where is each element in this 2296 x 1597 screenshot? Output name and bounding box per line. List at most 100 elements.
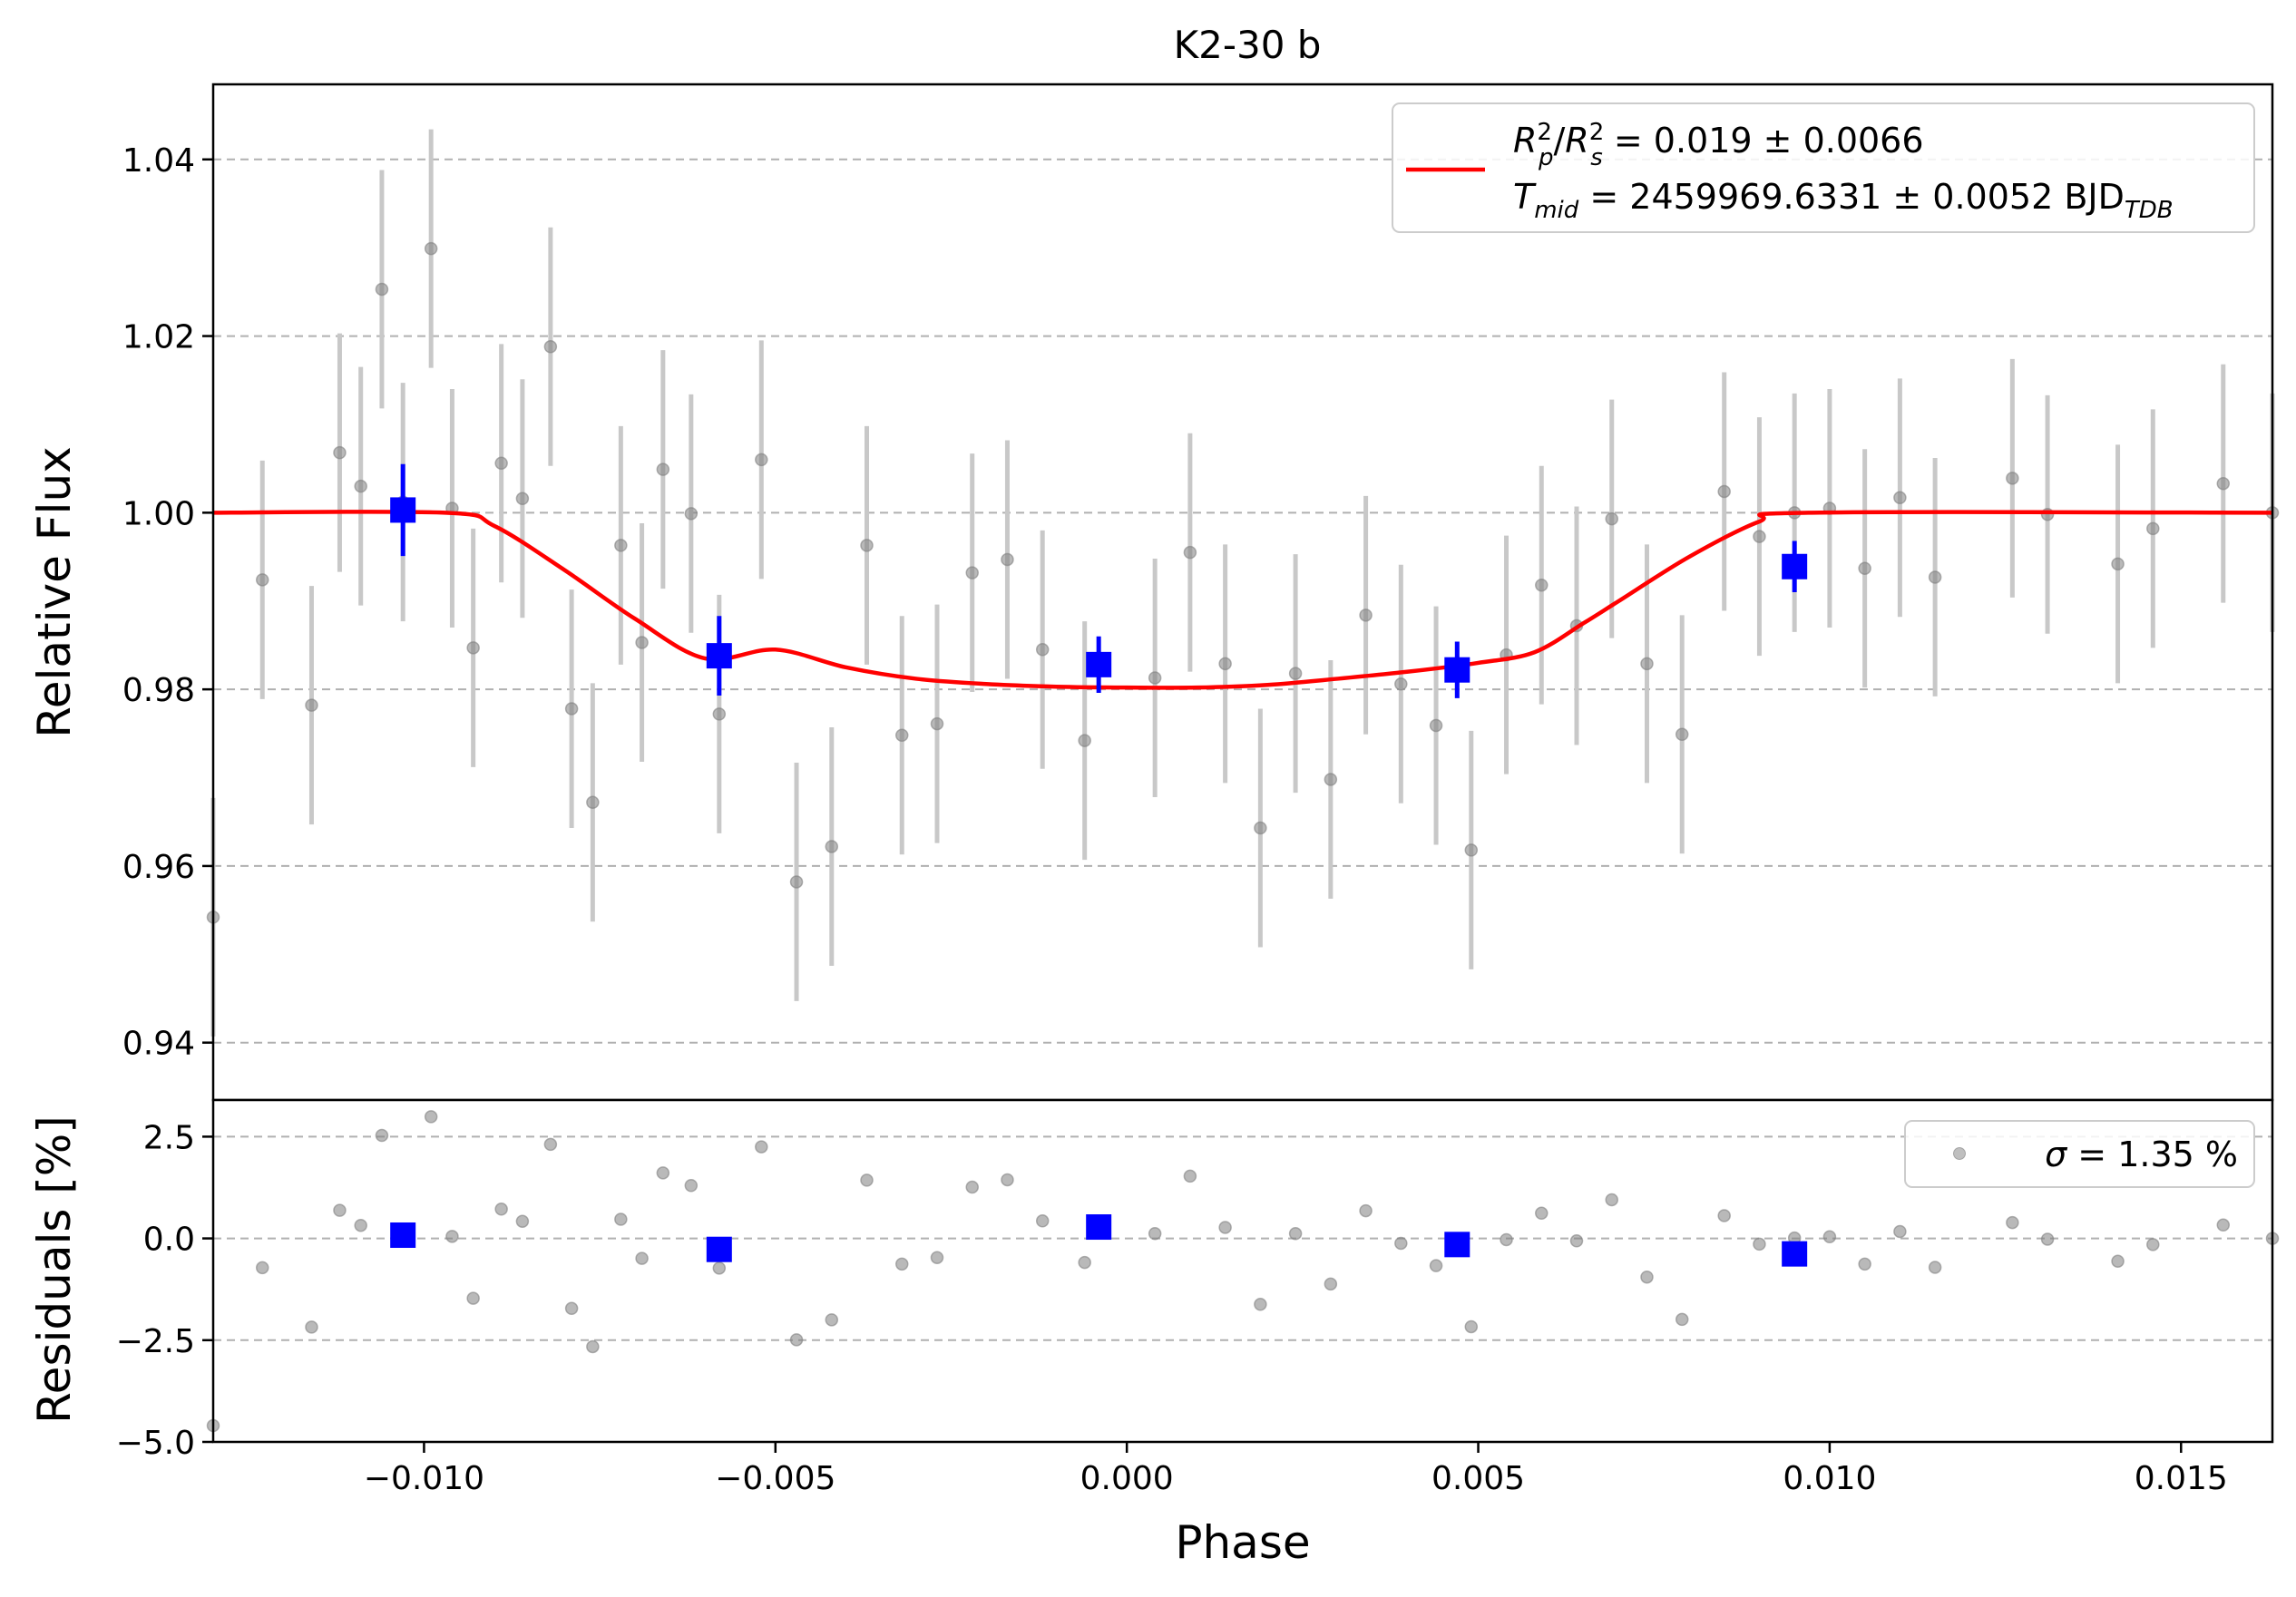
residual-point [586,1339,600,1354]
binned-data-point [1086,651,1112,677]
binned-data-point [390,497,416,523]
residual-point [1394,1236,1408,1251]
residual-point [1035,1214,1050,1228]
residual-point [1858,1257,1871,1271]
raw-data-point [424,241,438,256]
raw-data-point [1753,530,1766,543]
raw-data-point [1394,677,1408,691]
raw-data-point [860,539,874,552]
residuals-y-tick-label: −2.5 [116,1323,195,1360]
legend-depth-text: R2 p/R2 s = 0.019 ± 0.0066 [1513,119,1924,171]
binned-data-point [1444,657,1470,683]
raw-data-point [1535,578,1549,592]
main-y-tick-label: 1.02 [122,319,195,356]
binned-residual-point [706,1236,732,1262]
main-y-tick-label: 0.94 [122,1026,195,1063]
residual-point [2006,1215,2019,1230]
raw-data-point [2006,472,2019,485]
x-axis-label: Phase [1175,1516,1310,1569]
raw-data-point [543,340,558,354]
residual-point [656,1166,670,1180]
x-tick-label: −0.010 [364,1460,484,1497]
residual-point [1640,1270,1654,1284]
residual-point [564,1301,579,1316]
raw-data-point [466,641,480,655]
residuals-y-ticks: −5.0 −2.5 0.0 2.5 [116,1119,213,1462]
residual-point [1822,1230,1837,1244]
raw-data-point [755,453,768,467]
residuals-y-tick-label: 0.0 [143,1222,195,1259]
residuals-legend-box [1904,1120,2255,1188]
residual-point [1893,1224,1907,1239]
binned-residual-point [1444,1232,1470,1258]
residual-point [2111,1254,2125,1268]
transit-model-line [212,510,2273,690]
x-tick-label: 0.005 [1431,1460,1525,1497]
raw-data-point [586,795,600,810]
residual-point [445,1230,459,1243]
raw-data-point [825,840,839,853]
residuals-plot-frame [211,1098,2274,1444]
x-tick-label: 0.010 [1783,1460,1876,1497]
raw-data-point [333,445,347,460]
raw-data-point [789,875,804,889]
raw-data-point [614,539,628,552]
raw-data-point [930,716,944,731]
residual-point [1218,1221,1232,1234]
raw-data-point [564,702,579,716]
residuals-panel: −5.0 −2.5 0.0 2.5 −0.010 −0.005 0.000 0.005 0.0… [28,1098,2280,1569]
binned-residual-point [390,1222,416,1249]
raw-data-point [1035,643,1050,657]
residual-point [354,1218,367,1232]
raw-data-point [894,728,909,743]
residual-point [894,1257,909,1271]
residual-point [305,1320,318,1334]
residual-point [2040,1232,2055,1246]
residual-point [2146,1238,2160,1251]
residual-point [825,1313,839,1327]
x-ticks: −0.010 −0.005 0.000 0.005 0.010 0.015 [364,1442,2228,1497]
raw-data-point [1254,821,1267,835]
raw-data-point [1359,609,1373,622]
binned-residual-point [1086,1214,1112,1241]
residual-point [1753,1237,1766,1251]
legend-tmid-text: Tmid = 2459969.6331 ± 0.0052 BJDTDB [1513,177,2174,224]
residual-point [930,1251,944,1264]
main-y-tick-label: 0.96 [122,849,195,886]
residuals-y-axis-label: Residuals [%] [28,1115,81,1424]
residual-point [1359,1203,1373,1218]
residual-point [1605,1193,1618,1207]
residual-point [614,1212,628,1226]
raw-data-point [1675,727,1689,742]
raw-data-point [1078,734,1091,747]
raw-data-point [635,636,649,649]
raw-data-point [305,698,318,712]
raw-data-point [1324,773,1338,786]
raw-data-point [1288,667,1303,680]
main-model-curve [212,510,2273,690]
legend-residual-swatch [1953,1147,1966,1160]
binned-data-point [1782,553,1808,579]
residual-point [1928,1261,1942,1274]
main-plot-background [213,84,2272,1100]
main-binned-points [390,463,1808,698]
residual-point [255,1261,269,1275]
residual-point [494,1203,508,1216]
raw-data-point [354,479,367,493]
residual-point [1001,1173,1014,1187]
binned-data-point [706,643,732,669]
raw-data-point [712,707,727,721]
main-legend: R2 p/R2 s = 0.019 ± 0.0066 Tmid = 2459969.… [1392,102,2255,233]
raw-data-point [1001,552,1014,567]
raw-data-point [515,492,530,506]
main-panel: 0.94 0.96 0.98 1.00 1.02 1.04 Relative Flux R… [28,83,2280,1102]
raw-data-point [494,456,508,471]
residual-point [1183,1169,1197,1183]
residual-point [965,1180,979,1194]
chart-title: K2-30 b [1174,23,1322,67]
residual-point [755,1140,768,1154]
raw-data-point [1148,671,1162,685]
raw-data-point [1218,657,1232,671]
residual-point [635,1251,649,1265]
